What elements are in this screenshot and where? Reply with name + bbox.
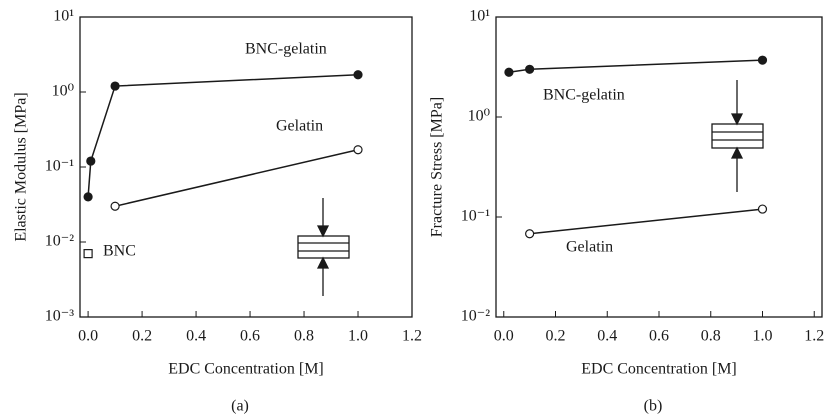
x-tick-label: 0.2 [546,328,566,345]
x-tick-label: 0.8 [701,328,721,345]
marker [83,192,93,202]
series-label: Gelatin [566,239,613,256]
x-axis-label: EDC Concentration [M] [581,361,737,378]
x-tick-label: 0.8 [294,328,314,345]
x-axis-label: EDC Concentration [M] [168,361,324,378]
y-tick-label: 10⁻² [45,233,74,250]
marker [757,204,768,214]
x-tick-label: 1.2 [804,328,824,345]
series-label: BNC-gelatin [245,41,327,58]
x-tick-label: 0.0 [494,328,514,345]
y-tick-label: 10⁻³ [45,308,74,325]
marker [110,81,120,91]
series-line [529,208,763,235]
plot-frame [495,16,823,318]
x-tick-label: 0.4 [186,328,206,345]
plot-frame [79,16,413,318]
marker [525,64,535,74]
y-tick-label: 10⁰ [52,83,74,100]
x-tick-label: 1.0 [348,328,368,345]
caption: (a) [231,398,249,415]
x-tick-label: 0.0 [78,328,98,345]
series-label: BNC [103,243,136,260]
legend-icon [297,198,350,296]
y-tick-label: 10⁻¹ [461,208,490,225]
x-tick-label: 1.2 [402,328,422,345]
y-axis-label: Fracture Stress [MPa] [429,97,446,237]
marker [83,249,93,259]
y-tick-label: 10¹ [53,8,74,25]
x-tick-label: 0.6 [649,328,669,345]
marker [504,67,514,77]
legend-icon [711,80,764,192]
x-tick-label: 0.4 [597,328,617,345]
caption: (b) [644,398,663,415]
series-line [508,59,763,74]
marker [353,70,363,80]
marker [757,55,768,65]
series-line [114,148,359,207]
y-tick-label: 10⁻¹ [45,158,74,175]
y-tick-label: 10¹ [469,8,490,25]
x-tick-label: 0.6 [240,328,260,345]
series-label: BNC-gelatin [543,87,625,104]
x-tick-label: 1.0 [752,328,772,345]
x-tick-label: 0.2 [132,328,152,345]
series-label: Gelatin [276,118,323,135]
y-tick-label: 10⁰ [468,108,490,125]
y-tick-label: 10⁻² [461,308,490,325]
marker [110,201,120,211]
series-line [87,73,359,197]
marker [353,145,363,155]
y-axis-label: Elastic Modulus [MPa] [13,92,30,241]
marker [525,229,535,239]
marker [86,156,96,166]
